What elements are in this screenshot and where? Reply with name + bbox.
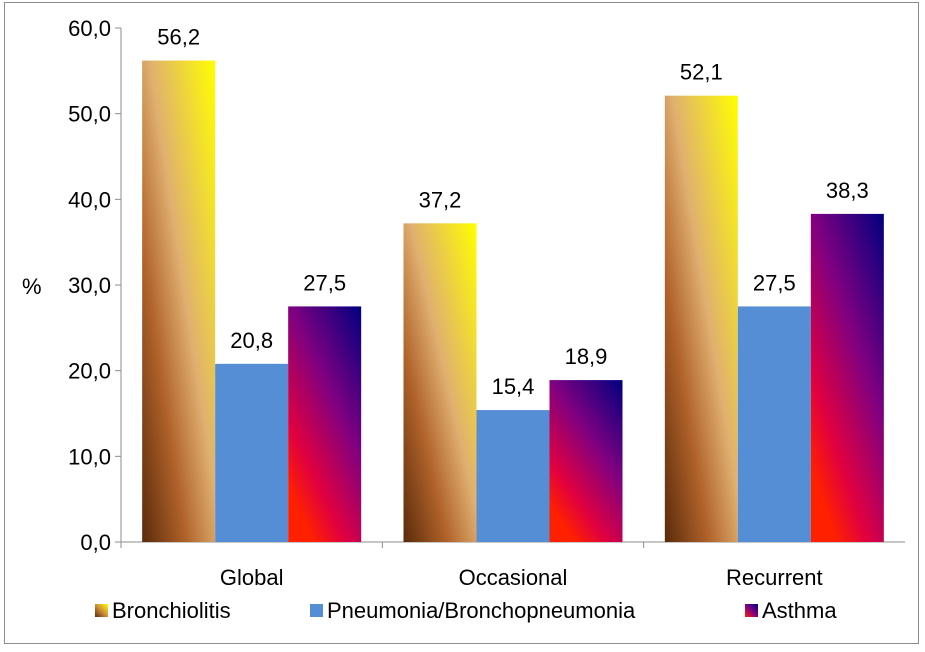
- y-axis-label: %: [22, 274, 42, 299]
- y-tick-label: 60,0: [68, 16, 111, 41]
- y-tick-label: 30,0: [68, 273, 111, 298]
- data-label: 20,8: [230, 328, 273, 353]
- bar: [215, 363, 289, 542]
- bar: [476, 410, 550, 542]
- y-tick-label: 20,0: [68, 359, 111, 384]
- data-label: 27,5: [753, 270, 796, 295]
- legend-swatch: [745, 604, 758, 617]
- bar: [549, 380, 623, 542]
- legend-swatch: [95, 604, 108, 617]
- bar: [737, 306, 811, 542]
- data-label: 15,4: [492, 374, 535, 399]
- bars: [142, 60, 884, 542]
- data-label: 56,2: [157, 25, 200, 50]
- bar: [403, 223, 477, 542]
- x-tick-label: Occasional: [459, 565, 568, 590]
- data-label: 37,2: [419, 187, 462, 212]
- y-tick-label: 0,0: [80, 530, 111, 555]
- y-tick-label: 10,0: [68, 444, 111, 469]
- data-label: 52,1: [680, 60, 723, 85]
- legend-label: Asthma: [762, 598, 837, 623]
- y-tick-label: 40,0: [68, 187, 111, 212]
- x-tick-label: Recurrent: [726, 565, 823, 590]
- y-tick-label: 50,0: [68, 102, 111, 127]
- bar: [288, 306, 362, 542]
- data-labels: 56,2 20,8 27,5 37,2 15,4 18,9 52,1 27,5 38,3: [157, 25, 868, 400]
- legend-swatch: [310, 604, 323, 617]
- bar: [810, 213, 884, 542]
- legend-label: Pneumonia/Bronchopneumonia: [327, 598, 636, 623]
- bar: [142, 60, 216, 542]
- data-label: 27,5: [303, 270, 346, 295]
- x-tick-label: Global: [220, 565, 284, 590]
- legend-label: Bronchiolitis: [112, 598, 231, 623]
- legend: Bronchiolitis Pneumonia/Bronchopneumonia A…: [95, 598, 837, 623]
- data-label: 38,3: [826, 178, 869, 203]
- axes: 0,0 10,0 20,0 30,0 40,0 50,0 60,0 Global Occasio…: [68, 16, 905, 590]
- data-label: 18,9: [565, 344, 608, 369]
- bar: [664, 95, 738, 542]
